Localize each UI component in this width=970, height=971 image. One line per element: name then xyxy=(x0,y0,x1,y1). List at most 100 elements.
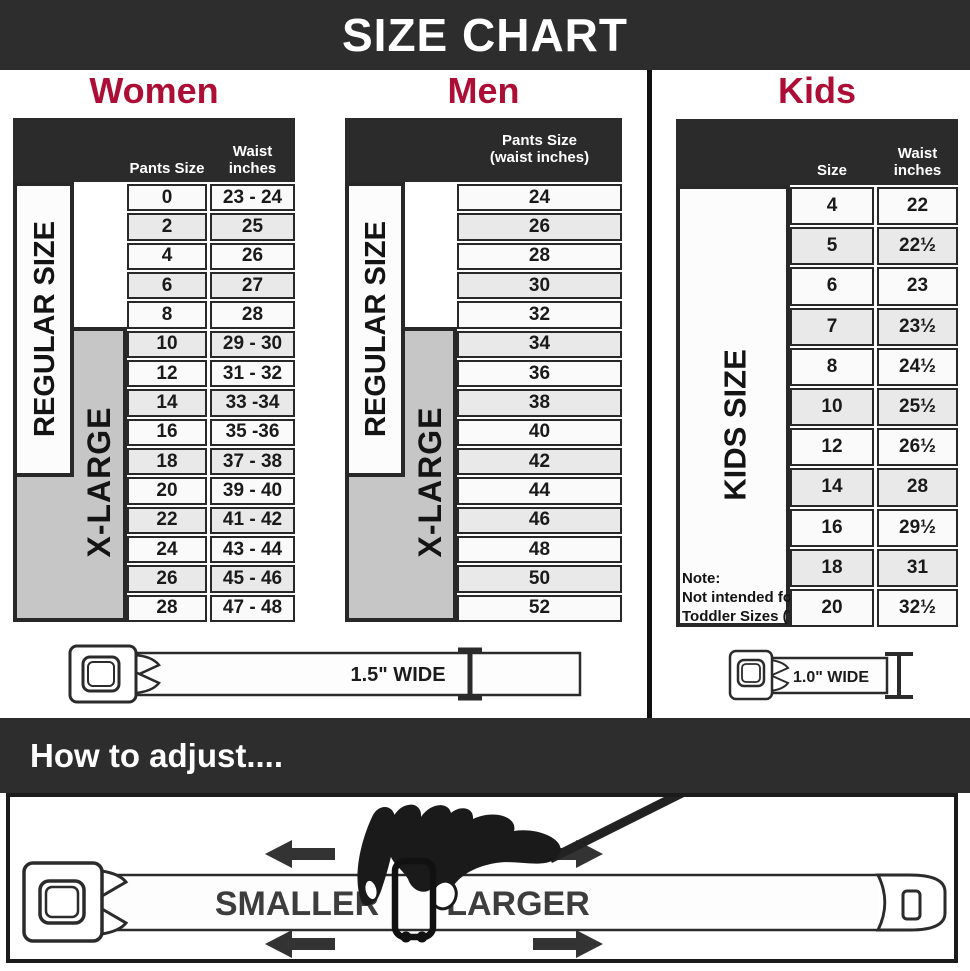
table-cell: 20 xyxy=(790,588,874,628)
table-cell: 6 xyxy=(790,267,874,306)
kids-note-line2: Not intended for xyxy=(682,589,790,606)
table-row: 34 xyxy=(457,330,622,358)
table-cell: 40 xyxy=(457,418,622,446)
kids-note-line1: Note: xyxy=(682,570,720,587)
women-size-range-labels: REGULAR SIZE X-LARGE xyxy=(13,182,127,622)
table-row: 6 27 xyxy=(127,271,295,300)
table-cell: 0 xyxy=(127,184,207,212)
women-xlarge-label: X-LARGE xyxy=(81,407,117,558)
women-pants-size-header: Pants Size xyxy=(129,160,205,177)
table-row: 20 32½ xyxy=(790,588,958,628)
table-cell: 28 xyxy=(127,594,207,622)
adult-belt-latch-top xyxy=(133,653,161,678)
smaller-arrows xyxy=(265,840,335,958)
slider-foot-left xyxy=(400,931,412,943)
table-row: 24 43 - 44 xyxy=(127,535,295,564)
table-cell: 24½ xyxy=(877,347,958,386)
adult-belt-latch-bottom xyxy=(133,670,161,695)
table-row: 26 xyxy=(457,213,622,241)
table-cell: 43 - 44 xyxy=(210,535,295,564)
smaller-arrow-bottom-head xyxy=(265,930,292,958)
diagram-latch-bottom xyxy=(100,906,129,936)
table-row: 12 31 - 32 xyxy=(127,359,295,388)
table-row: 7 23½ xyxy=(790,307,958,346)
men-xlarge-label: X-LARGE xyxy=(412,407,448,558)
kids-size-table: Size Waist inches KIDS SIZE Note: Not in… xyxy=(676,119,958,628)
table-cell: 20 xyxy=(127,477,207,505)
table-cell: 4 xyxy=(790,187,874,226)
table-cell: 7 xyxy=(790,307,874,346)
table-cell: 47 - 48 xyxy=(210,594,295,622)
table-cell: 44 xyxy=(457,477,622,505)
table-row: 24 xyxy=(457,184,622,212)
table-cell: 6 xyxy=(127,271,207,300)
table-row: 5 22½ xyxy=(790,227,958,266)
diagram-strap-fill xyxy=(102,875,878,930)
diagram-buckle-button-inner xyxy=(44,885,80,919)
table-row: 30 xyxy=(457,271,622,300)
slider-foot-right xyxy=(416,931,428,943)
table-row: 4 26 xyxy=(127,242,295,270)
men-pants-size-header: Pants Size (waist inches) xyxy=(457,132,622,166)
how-to-adjust-band: How to adjust.... xyxy=(0,718,970,793)
table-row: 50 xyxy=(457,565,622,593)
kids-rows: 4 22 5 22½ 6 23 7 23½ 8 24½ 10 25½ 12 26½ 14 28 16 29½ 18 3… xyxy=(790,187,958,628)
table-cell: 12 xyxy=(790,428,874,467)
women-size-table: Pants Size Waist inches REGULAR SIZE X-L… xyxy=(13,118,295,622)
table-row: 6 23 xyxy=(790,267,958,306)
size-chart-banner: SIZE CHART xyxy=(0,0,970,70)
smaller-arrow-top-head xyxy=(265,840,292,868)
table-cell: 4 xyxy=(127,242,207,270)
women-table-header: Pants Size Waist inches xyxy=(13,118,295,182)
table-cell: 23½ xyxy=(877,307,958,346)
table-row: 12 26½ xyxy=(790,428,958,467)
kids-belt-width-mark xyxy=(885,652,913,699)
table-row: 14 33 -34 xyxy=(127,389,295,417)
table-cell: 10 xyxy=(790,387,874,427)
kids-section-title: Kids xyxy=(777,70,856,111)
kids-table-header: Size Waist inches xyxy=(676,119,958,185)
table-cell: 50 xyxy=(457,565,622,593)
men-section-title: Men xyxy=(447,70,520,111)
table-cell: 22 xyxy=(877,187,958,226)
table-cell: 33 -34 xyxy=(210,389,295,417)
table-cell: 28 xyxy=(210,301,295,329)
table-row: 46 xyxy=(457,506,622,534)
table-cell: 46 xyxy=(457,506,622,534)
adult-belt-buckle-button-inner xyxy=(87,661,115,687)
table-cell: 24 xyxy=(457,184,622,212)
how-to-adjust-heading: How to adjust.... xyxy=(30,736,283,774)
table-cell: 18 xyxy=(790,548,874,587)
table-cell: 18 xyxy=(127,447,207,476)
women-rows: 0 23 - 24 2 25 4 26 6 27 8 28 10 29 - 30 12 31 - 32 14… xyxy=(127,184,295,622)
adult-belt-strap xyxy=(136,651,582,697)
table-cell: 8 xyxy=(127,301,207,329)
men-table-header: Pants Size (waist inches) xyxy=(345,118,622,182)
larger-arrow-bottom-head xyxy=(576,930,603,958)
women-section-title: Women xyxy=(89,70,219,111)
table-cell: 12 xyxy=(127,359,207,388)
table-row: 48 xyxy=(457,535,622,564)
smaller-arrow-top-shaft xyxy=(290,848,335,860)
table-cell: 41 - 42 xyxy=(210,506,295,534)
men-size-table: Pants Size (waist inches) REGULAR SIZE X… xyxy=(345,118,622,622)
smaller-arrow-bottom-shaft xyxy=(290,938,335,950)
table-cell: 42 xyxy=(457,447,622,476)
table-row: 18 31 xyxy=(790,548,958,587)
finger-nail xyxy=(362,878,380,902)
kids-belt-width-label: 1.0" WIDE xyxy=(793,669,869,686)
table-row: 22 41 - 42 xyxy=(127,506,295,534)
table-cell: 37 - 38 xyxy=(210,447,295,476)
kids-size-region xyxy=(676,185,790,627)
diagram-belt-tip-hole xyxy=(901,889,922,921)
table-row: 20 39 - 40 xyxy=(127,477,295,505)
kids-belt-buckle-button-inner xyxy=(741,663,761,683)
table-cell: 30 xyxy=(457,271,622,300)
adult-belt-width-label: 1.5" WIDE xyxy=(350,664,445,686)
diagram-latch-top xyxy=(100,869,129,899)
table-row: 38 xyxy=(457,389,622,417)
table-row: 14 28 xyxy=(790,468,958,507)
table-cell: 35 -36 xyxy=(210,418,295,446)
table-cell: 24 xyxy=(127,535,207,564)
men-regular-region xyxy=(345,182,405,477)
